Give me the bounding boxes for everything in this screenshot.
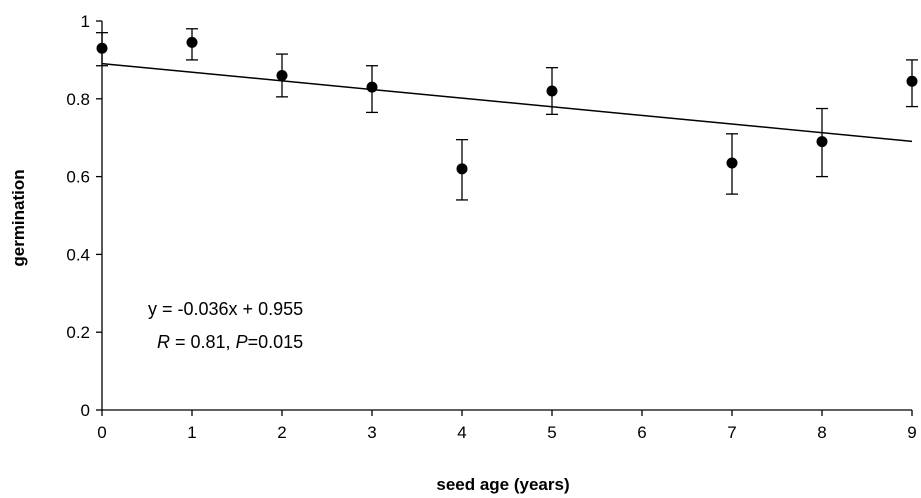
y-tick-label: 1 — [81, 12, 90, 31]
data-point — [456, 163, 468, 175]
data-point — [546, 85, 558, 97]
data-point — [366, 81, 378, 93]
x-tick-label: 5 — [547, 423, 556, 442]
data-point — [816, 136, 828, 148]
data-point — [186, 36, 198, 48]
data-point — [276, 69, 288, 81]
y-tick-label: 0 — [81, 401, 90, 420]
p-value: =0.015 — [248, 332, 304, 352]
y-axis-title: germination — [9, 169, 28, 266]
trend-line — [101, 62, 913, 143]
equation-label: y = -0.036x + 0.955 — [148, 299, 303, 319]
x-tick-label: 3 — [367, 423, 376, 442]
data-point — [96, 42, 108, 54]
x-tick-label: 7 — [727, 423, 736, 442]
y-tick-label: 0.6 — [66, 168, 90, 187]
x-axis-ticks: 0 1 2 3 4 5 6 7 8 9 — [97, 410, 917, 442]
x-tick-label: 2 — [277, 423, 286, 442]
x-tick-label: 0 — [97, 423, 106, 442]
p-symbol: P — [236, 332, 248, 352]
x-axis-title: seed age (years) — [436, 475, 569, 494]
y-axis-ticks: 0 0.2 0.4 0.6 0.8 1 — [66, 12, 102, 420]
r-value: = 0.81, — [170, 332, 236, 352]
error-bars — [96, 28, 918, 201]
y-tick-label: 0.8 — [66, 90, 90, 109]
y-tick-label: 0.2 — [66, 323, 90, 342]
data-points — [96, 36, 918, 175]
x-tick-label: 9 — [907, 423, 916, 442]
r-symbol: R — [157, 332, 170, 352]
stats-label: R = 0.81, P=0.015 — [157, 332, 303, 352]
x-tick-label: 1 — [187, 423, 196, 442]
x-tick-label: 4 — [457, 423, 466, 442]
x-tick-label: 6 — [637, 423, 646, 442]
data-point — [726, 157, 738, 169]
y-tick-label: 0.4 — [66, 245, 90, 264]
x-tick-label: 8 — [817, 423, 826, 442]
data-point — [906, 75, 918, 87]
